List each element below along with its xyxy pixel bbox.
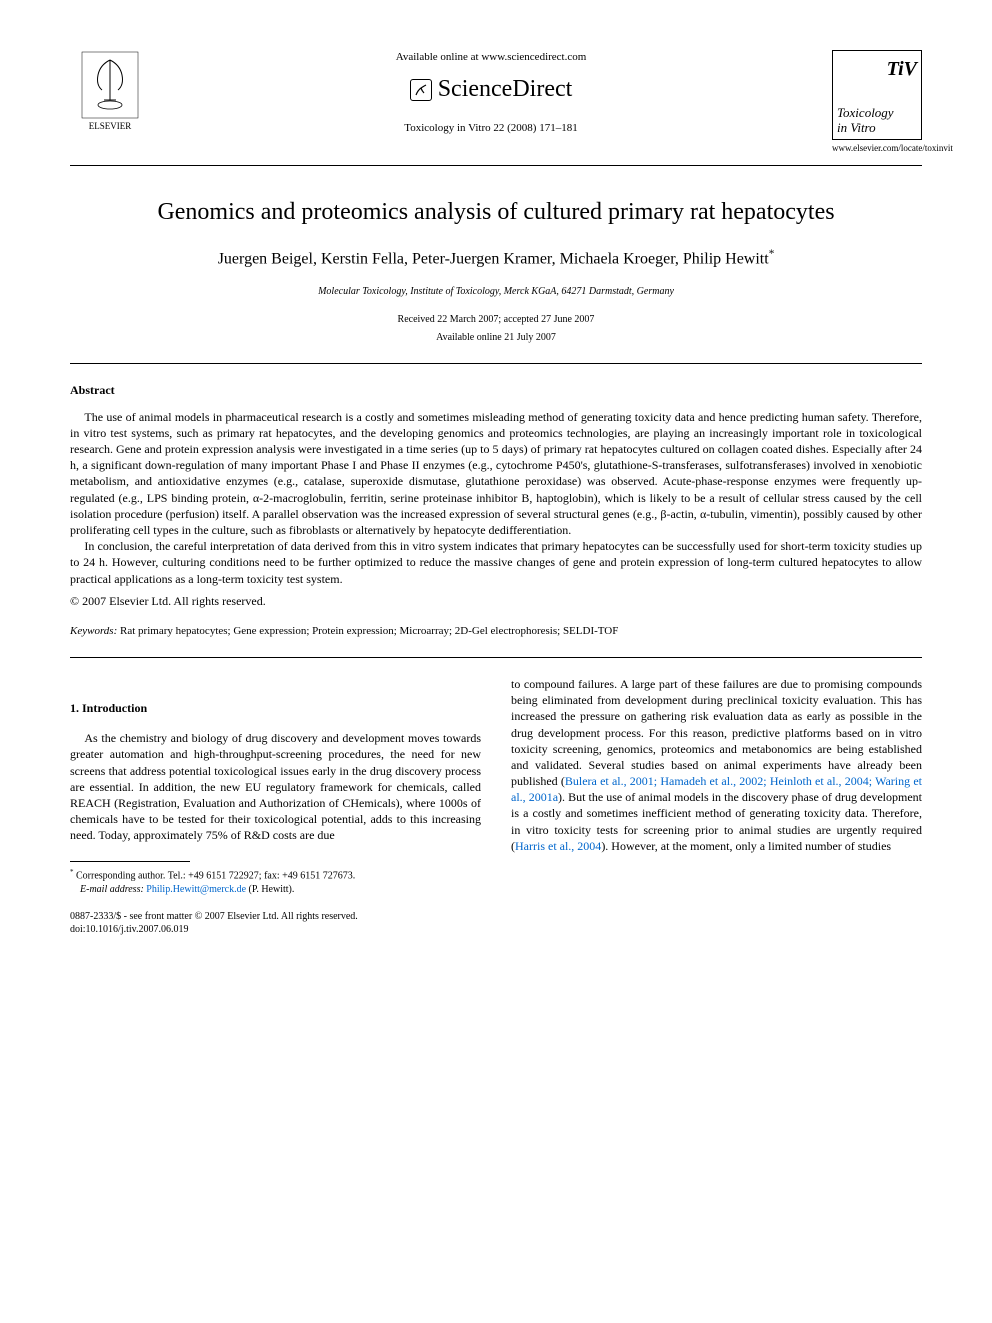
keywords-text: Rat primary hepatocytes; Gene expression… <box>120 625 618 637</box>
citation-link-2[interactable]: Harris et al., 2004 <box>515 839 601 853</box>
journal-logo: TiV Toxicology in Vitro www.elsevier.com… <box>832 50 922 155</box>
journal-logo-title: Toxicology in Vitro <box>837 106 917 135</box>
abstract-p2: In conclusion, the careful interpretatio… <box>70 538 922 587</box>
authors-text: Juergen Beigel, Kerstin Fella, Peter-Jue… <box>218 251 769 268</box>
sciencedirect-brand: ScienceDirect <box>170 73 812 107</box>
footnote-rule <box>70 861 190 862</box>
sciencedirect-icon <box>410 79 432 101</box>
body-columns: 1. Introduction As the chemistry and bio… <box>70 676 922 936</box>
page-header: ELSEVIER Available online at www.science… <box>70 50 922 155</box>
footnote-corr-text: Corresponding author. Tel.: +49 6151 722… <box>76 871 355 882</box>
doi-line1: 0887-2333/$ - see front matter © 2007 El… <box>70 910 481 923</box>
corresponding-mark: * <box>769 248 775 260</box>
affiliation: Molecular Toxicology, Institute of Toxic… <box>70 285 922 299</box>
sciencedirect-text: ScienceDirect <box>438 73 573 107</box>
journal-url: www.elsevier.com/locate/toxinvit <box>832 142 922 155</box>
header-rule <box>70 165 922 166</box>
available-date: Available online 21 July 2007 <box>70 331 922 345</box>
column-left: 1. Introduction As the chemistry and bio… <box>70 676 481 936</box>
corresponding-footnote: * Corresponding author. Tel.: +49 6151 7… <box>70 868 481 895</box>
footnote-email-label: E-mail address: <box>70 883 144 896</box>
abstract-heading: Abstract <box>70 382 922 399</box>
abstract-bottom-rule <box>70 657 922 658</box>
abstract-top-rule <box>70 363 922 364</box>
intro-col2-text: to compound failures. A large part of th… <box>511 676 922 854</box>
elsevier-tree-icon <box>80 50 140 120</box>
header-center: Available online at www.sciencedirect.co… <box>150 50 832 136</box>
elsevier-label: ELSEVIER <box>89 120 132 133</box>
column-right: to compound failures. A large part of th… <box>511 676 922 936</box>
journal-abbrev: TiV <box>837 55 917 83</box>
journal-reference: Toxicology in Vitro 22 (2008) 171–181 <box>170 121 812 136</box>
article-title: Genomics and proteomics analysis of cult… <box>70 196 922 230</box>
journal-logo-box: TiV Toxicology in Vitro <box>832 50 922 140</box>
keywords-label: Keywords: <box>70 625 117 637</box>
doi-block: 0887-2333/$ - see front matter © 2007 El… <box>70 910 481 936</box>
available-online-text: Available online at www.sciencedirect.co… <box>170 50 812 65</box>
abstract-body: The use of animal models in pharmaceutic… <box>70 409 922 587</box>
intro-col1-text: As the chemistry and biology of drug dis… <box>70 730 481 843</box>
elsevier-logo: ELSEVIER <box>70 50 150 140</box>
abstract-p1: The use of animal models in pharmaceutic… <box>70 409 922 539</box>
doi-line2: doi:10.1016/j.tiv.2007.06.019 <box>70 923 481 936</box>
footnote-email-link[interactable]: Philip.Hewitt@merck.de <box>146 884 246 895</box>
keywords-line: Keywords: Rat primary hepatocytes; Gene … <box>70 624 922 639</box>
footnote-email-name: (P. Hewitt). <box>249 884 295 895</box>
intro-heading: 1. Introduction <box>70 700 481 716</box>
received-date: Received 22 March 2007; accepted 27 June… <box>70 313 922 327</box>
abstract-copyright: © 2007 Elsevier Ltd. All rights reserved… <box>70 593 922 610</box>
authors-line: Juergen Beigel, Kerstin Fella, Peter-Jue… <box>70 247 922 271</box>
